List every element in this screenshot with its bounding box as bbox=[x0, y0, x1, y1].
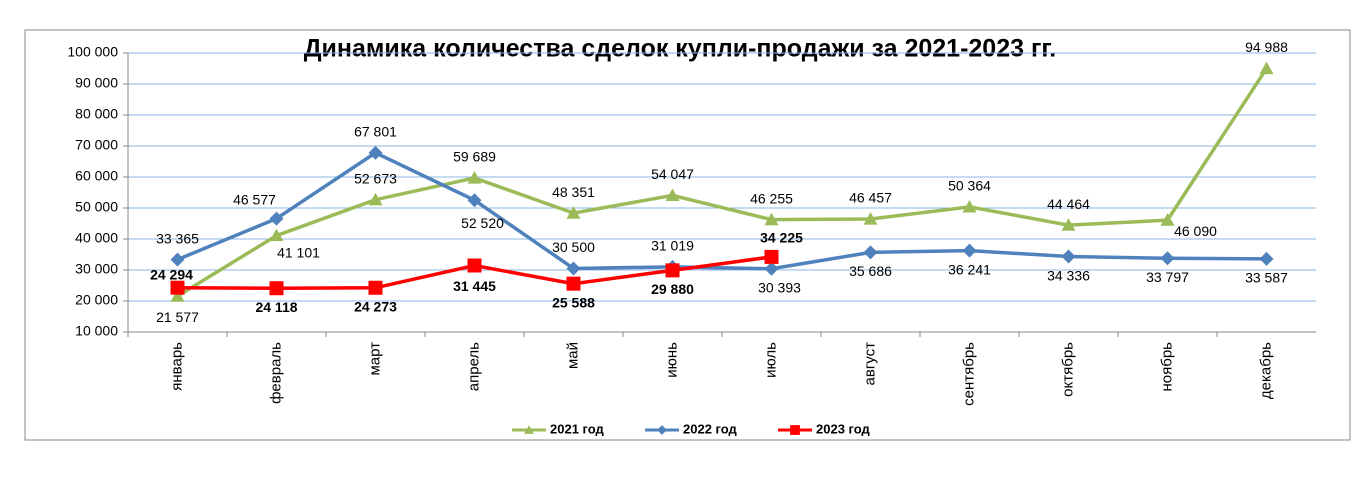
y-tick-label: 20 000 bbox=[75, 292, 118, 308]
data-label: 34 225 bbox=[760, 230, 803, 246]
data-point bbox=[566, 206, 581, 219]
data-point bbox=[1160, 213, 1175, 226]
series-line bbox=[176, 150, 1267, 271]
data-point bbox=[665, 188, 680, 202]
data-point bbox=[566, 261, 581, 276]
data-point bbox=[1259, 251, 1274, 266]
y-tick-label: 60 000 bbox=[75, 168, 118, 184]
data-point bbox=[170, 280, 185, 295]
data-label: 24 294 bbox=[150, 266, 193, 282]
data-point bbox=[467, 258, 482, 273]
legend-marker bbox=[790, 425, 800, 435]
data-label: 46 090 bbox=[1174, 223, 1217, 239]
data-point bbox=[665, 263, 680, 278]
series-line bbox=[176, 67, 1268, 298]
legend-label: 2022 год bbox=[683, 421, 738, 436]
data-label: 35 686 bbox=[849, 263, 892, 279]
legend-label: 2021 год bbox=[550, 421, 605, 436]
data-label: 46 577 bbox=[233, 191, 276, 207]
data-label: 44 464 bbox=[1047, 196, 1090, 212]
y-tick-label: 30 000 bbox=[75, 261, 118, 277]
x-tick-label: декабрь bbox=[1257, 342, 1274, 399]
data-label: 24 118 bbox=[255, 299, 297, 315]
data-point bbox=[863, 245, 878, 260]
data-point bbox=[566, 276, 581, 291]
data-label: 30 393 bbox=[758, 279, 801, 295]
data-point bbox=[368, 192, 383, 206]
x-tick-label: июнь bbox=[663, 342, 680, 378]
x-tick-label: март bbox=[366, 342, 383, 376]
chart-title: Динамика количества сделок купли-продажи… bbox=[304, 35, 1057, 63]
data-point bbox=[368, 145, 383, 160]
data-label: 33 587 bbox=[1245, 270, 1288, 286]
data-point bbox=[368, 280, 383, 295]
data-point bbox=[1061, 249, 1076, 264]
data-point bbox=[1259, 61, 1274, 75]
y-tick-label: 10 000 bbox=[75, 323, 118, 339]
data-point bbox=[1160, 251, 1175, 266]
data-label: 33 365 bbox=[156, 230, 199, 246]
data-point bbox=[467, 170, 482, 184]
y-tick-label: 50 000 bbox=[75, 199, 118, 215]
data-label: 46 255 bbox=[750, 190, 793, 206]
data-label: 30 500 bbox=[552, 239, 595, 255]
data-label: 41 101 bbox=[277, 244, 320, 260]
data-label: 36 241 bbox=[948, 261, 991, 277]
data-label: 54 047 bbox=[651, 166, 694, 182]
data-point bbox=[863, 211, 878, 225]
y-tick-label: 100 000 bbox=[67, 44, 118, 60]
data-label: 59 689 bbox=[453, 149, 496, 165]
data-point bbox=[962, 199, 977, 213]
data-label: 33 797 bbox=[1146, 269, 1189, 285]
data-label: 29 880 bbox=[651, 281, 694, 297]
data-point bbox=[170, 289, 185, 302]
data-point bbox=[269, 281, 284, 296]
data-label: 24 273 bbox=[354, 298, 397, 314]
x-tick-label: август bbox=[861, 342, 878, 386]
data-point bbox=[170, 252, 185, 267]
data-point bbox=[269, 228, 284, 242]
data-point bbox=[764, 212, 779, 226]
data-label: 50 364 bbox=[948, 178, 991, 194]
data-point bbox=[764, 261, 779, 276]
y-tick-label: 70 000 bbox=[75, 137, 118, 153]
x-tick-label: май bbox=[564, 342, 581, 369]
y-tick-label: 40 000 bbox=[75, 230, 118, 246]
data-label: 46 457 bbox=[849, 190, 892, 206]
data-label: 94 988 bbox=[1245, 39, 1288, 55]
legend-marker bbox=[524, 425, 534, 434]
data-label: 52 673 bbox=[354, 170, 397, 186]
data-point bbox=[962, 243, 977, 258]
data-point bbox=[1061, 218, 1076, 231]
chart-border bbox=[24, 29, 1351, 441]
x-tick-label: июль bbox=[762, 342, 779, 378]
x-tick-label: февраль bbox=[267, 342, 284, 404]
x-tick-label: апрель bbox=[465, 342, 482, 391]
x-tick-label: сентябрь bbox=[960, 342, 977, 406]
data-label: 52 520 bbox=[461, 215, 504, 231]
data-label: 21 577 bbox=[156, 309, 199, 325]
y-tick-label: 80 000 bbox=[75, 106, 118, 122]
data-point bbox=[269, 211, 284, 226]
data-label: 25 588 bbox=[552, 294, 595, 310]
data-point bbox=[467, 193, 482, 208]
data-label: 31 445 bbox=[453, 278, 496, 294]
data-label: 34 336 bbox=[1047, 267, 1090, 283]
data-label: 67 801 bbox=[354, 124, 397, 140]
x-tick-label: январь bbox=[168, 342, 185, 391]
data-point bbox=[764, 249, 779, 264]
x-tick-label: ноябрь bbox=[1158, 342, 1175, 392]
data-label: 31 019 bbox=[651, 238, 694, 254]
y-tick-label: 90 000 bbox=[75, 75, 118, 91]
x-tick-label: октябрь bbox=[1059, 342, 1076, 397]
legend-label: 2023 год bbox=[816, 421, 871, 436]
data-label: 48 351 bbox=[552, 184, 595, 200]
